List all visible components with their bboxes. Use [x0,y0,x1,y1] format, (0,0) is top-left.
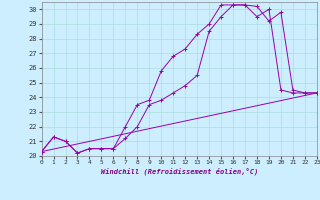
X-axis label: Windchill (Refroidissement éolien,°C): Windchill (Refroidissement éolien,°C) [100,168,258,175]
